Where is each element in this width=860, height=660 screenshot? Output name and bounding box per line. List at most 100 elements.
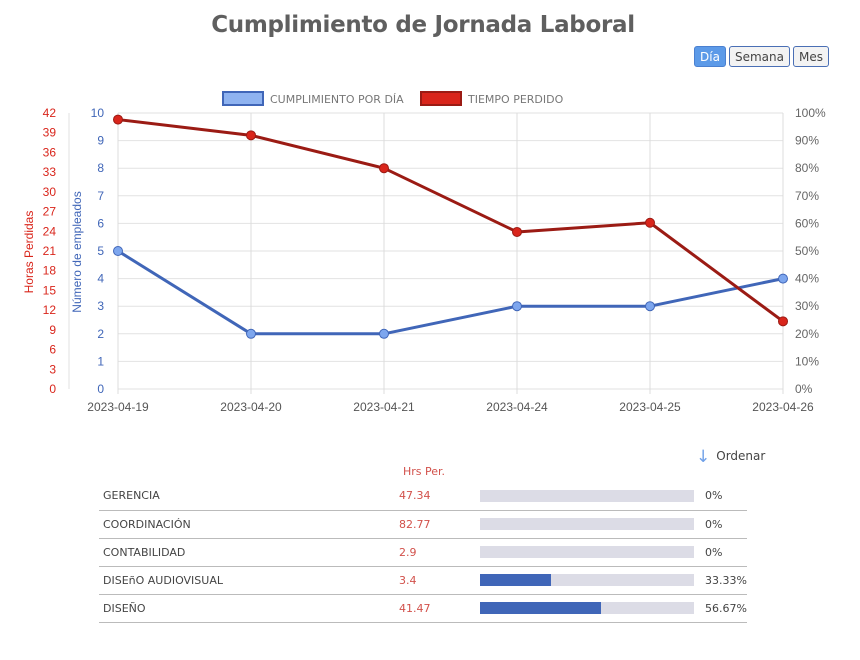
chart-legend: CUMPLIMIENTO POR DÍA TIEMPO PERDIDO (222, 91, 564, 106)
percent-tick-label: 10% (795, 354, 819, 368)
hours-tick-label: 36 (43, 145, 57, 159)
compliance-progress-bar (480, 546, 694, 558)
employees-tick-label: 8 (97, 161, 104, 175)
employees-tick-label: 3 (97, 299, 104, 313)
employees-tick-label: 4 (97, 272, 104, 286)
data-point-cumplimiento[interactable] (113, 246, 123, 256)
employees-axis-title: Número de empleados (70, 191, 84, 312)
hours-tick-label: 12 (43, 303, 57, 317)
hours-lost-value: 41.47 (399, 594, 480, 623)
percent-tick-label: 60% (795, 216, 819, 230)
employees-tick-label: 9 (97, 134, 104, 148)
series-line-cumplimiento (117, 249, 784, 336)
legend-label-tiempo-perdido[interactable]: TIEMPO PERDIDO (467, 93, 564, 106)
employees-tick-label: 5 (97, 244, 104, 258)
hours-tick-label: 18 (43, 264, 57, 278)
table-row: DISEÑO 41.47 56.67% (99, 594, 747, 623)
legend-swatch-tiempo-perdido[interactable] (420, 91, 462, 106)
data-point-tiempo-perdido[interactable] (645, 217, 655, 228)
x-tick-label: 2023-04-19 (87, 400, 149, 414)
hours-tick-label: 0 (49, 382, 56, 396)
hours-tick-label: 42 (43, 106, 57, 120)
data-point-cumplimiento[interactable] (246, 328, 256, 339)
percent-tick-label: 30% (795, 299, 819, 313)
line-chart: CUMPLIMIENTO POR DÍA TIEMPO PERDIDO Hora… (22, 91, 826, 414)
hours-tick-label: 39 (43, 126, 57, 140)
x-tick-label: 2023-04-20 (220, 400, 282, 414)
percent-tick-label: 100% (795, 106, 826, 120)
data-point-tiempo-perdido[interactable] (113, 114, 123, 125)
hours-column-header: Hrs Per. (403, 465, 446, 478)
data-point-tiempo-perdido[interactable] (778, 316, 788, 327)
compliance-progress-bar (480, 602, 694, 614)
hours-lost-value: 3.4 (399, 566, 480, 595)
page-title: Cumplimiento de Jornada Laboral (211, 12, 635, 38)
hours-lost-value: 82.77 (399, 510, 480, 539)
compliance-percent: 0% (703, 538, 747, 567)
compliance-progress-bar (480, 574, 694, 586)
hours-tick-label: 3 (49, 362, 56, 376)
chart-grid (68, 112, 784, 394)
data-point-tiempo-perdido[interactable] (246, 130, 256, 141)
percent-tick-label: 50% (795, 244, 819, 258)
compliance-percent: 33.33% (703, 566, 747, 595)
sort-label: Ordenar (716, 449, 766, 463)
department-name: DISEÑO (99, 594, 399, 623)
hours-lost-value: 2.9 (399, 538, 480, 567)
compliance-percent: 0% (703, 510, 747, 539)
data-point-cumplimiento[interactable] (645, 301, 655, 312)
percent-tick-label: 90% (795, 134, 819, 148)
hours-tick-label: 9 (49, 323, 56, 337)
hours-tick-label: 33 (43, 165, 57, 179)
sort-button[interactable]: ↓ Ordenar (696, 447, 766, 467)
employees-tick-label: 6 (97, 216, 104, 230)
range-selector: Día Semana Mes (694, 46, 829, 67)
hours-axis-title: Horas Perdidas (22, 211, 36, 294)
data-point-cumplimiento[interactable] (512, 301, 522, 312)
arrow-down-icon: ↓ (696, 447, 711, 467)
hours-tick-label: 24 (43, 224, 57, 238)
department-name: GERENCIA (99, 482, 399, 511)
table-row: GERENCIA 47.34 0% (99, 482, 747, 511)
table-row: DISEñO AUDIOVISUAL 3.4 33.33% (99, 566, 747, 595)
department-table: GERENCIA 47.34 0% COORDINACIÓN 82.77 0% CONTAB… (99, 482, 747, 623)
data-point-tiempo-perdido[interactable] (512, 226, 522, 237)
legend-swatch-cumplimiento[interactable] (222, 91, 264, 106)
percent-tick-label: 20% (795, 327, 819, 341)
x-tick-label: 2023-04-21 (353, 400, 415, 414)
compliance-progress-fill (480, 574, 552, 586)
hours-tick-label: 6 (49, 343, 56, 357)
x-tick-label: 2023-04-25 (619, 400, 681, 414)
hours-tick-label: 21 (43, 244, 57, 258)
range-week-button[interactable]: Semana (728, 46, 790, 67)
compliance-progress-fill (480, 602, 602, 614)
legend-label-cumplimiento[interactable]: CUMPLIMIENTO POR DÍA (270, 93, 404, 106)
data-point-cumplimiento[interactable] (778, 273, 788, 284)
compliance-percent: 56.67% (703, 594, 747, 623)
x-tick-label: 2023-04-26 (752, 400, 814, 414)
compliance-progress-bar (480, 518, 694, 530)
department-name: DISEñO AUDIOVISUAL (99, 566, 399, 595)
department-name: CONTABILIDAD (99, 538, 399, 567)
data-point-tiempo-perdido[interactable] (379, 163, 389, 174)
range-day-button[interactable]: Día (694, 46, 726, 67)
percent-tick-label: 80% (795, 161, 819, 175)
employees-tick-label: 10 (91, 106, 105, 120)
x-tick-label: 2023-04-24 (486, 400, 548, 414)
series-line-tiempo-perdido (117, 118, 784, 323)
percent-tick-label: 70% (795, 189, 819, 203)
employees-tick-label: 7 (97, 189, 104, 203)
hours-tick-label: 15 (43, 283, 57, 297)
percent-tick-label: 40% (795, 272, 819, 286)
employees-tick-label: 1 (97, 354, 104, 368)
table-row: CONTABILIDAD 2.9 0% (99, 538, 747, 567)
employees-tick-label: 2 (97, 327, 104, 341)
range-month-button[interactable]: Mes (793, 46, 829, 67)
hours-tick-label: 27 (43, 205, 57, 219)
table-row: COORDINACIÓN 82.77 0% (99, 510, 747, 539)
compliance-progress-bar (480, 489, 694, 502)
department-name: COORDINACIÓN (99, 510, 399, 539)
employees-tick-label: 0 (97, 382, 104, 396)
data-point-cumplimiento[interactable] (379, 328, 389, 339)
percent-tick-label: 0% (795, 382, 813, 396)
